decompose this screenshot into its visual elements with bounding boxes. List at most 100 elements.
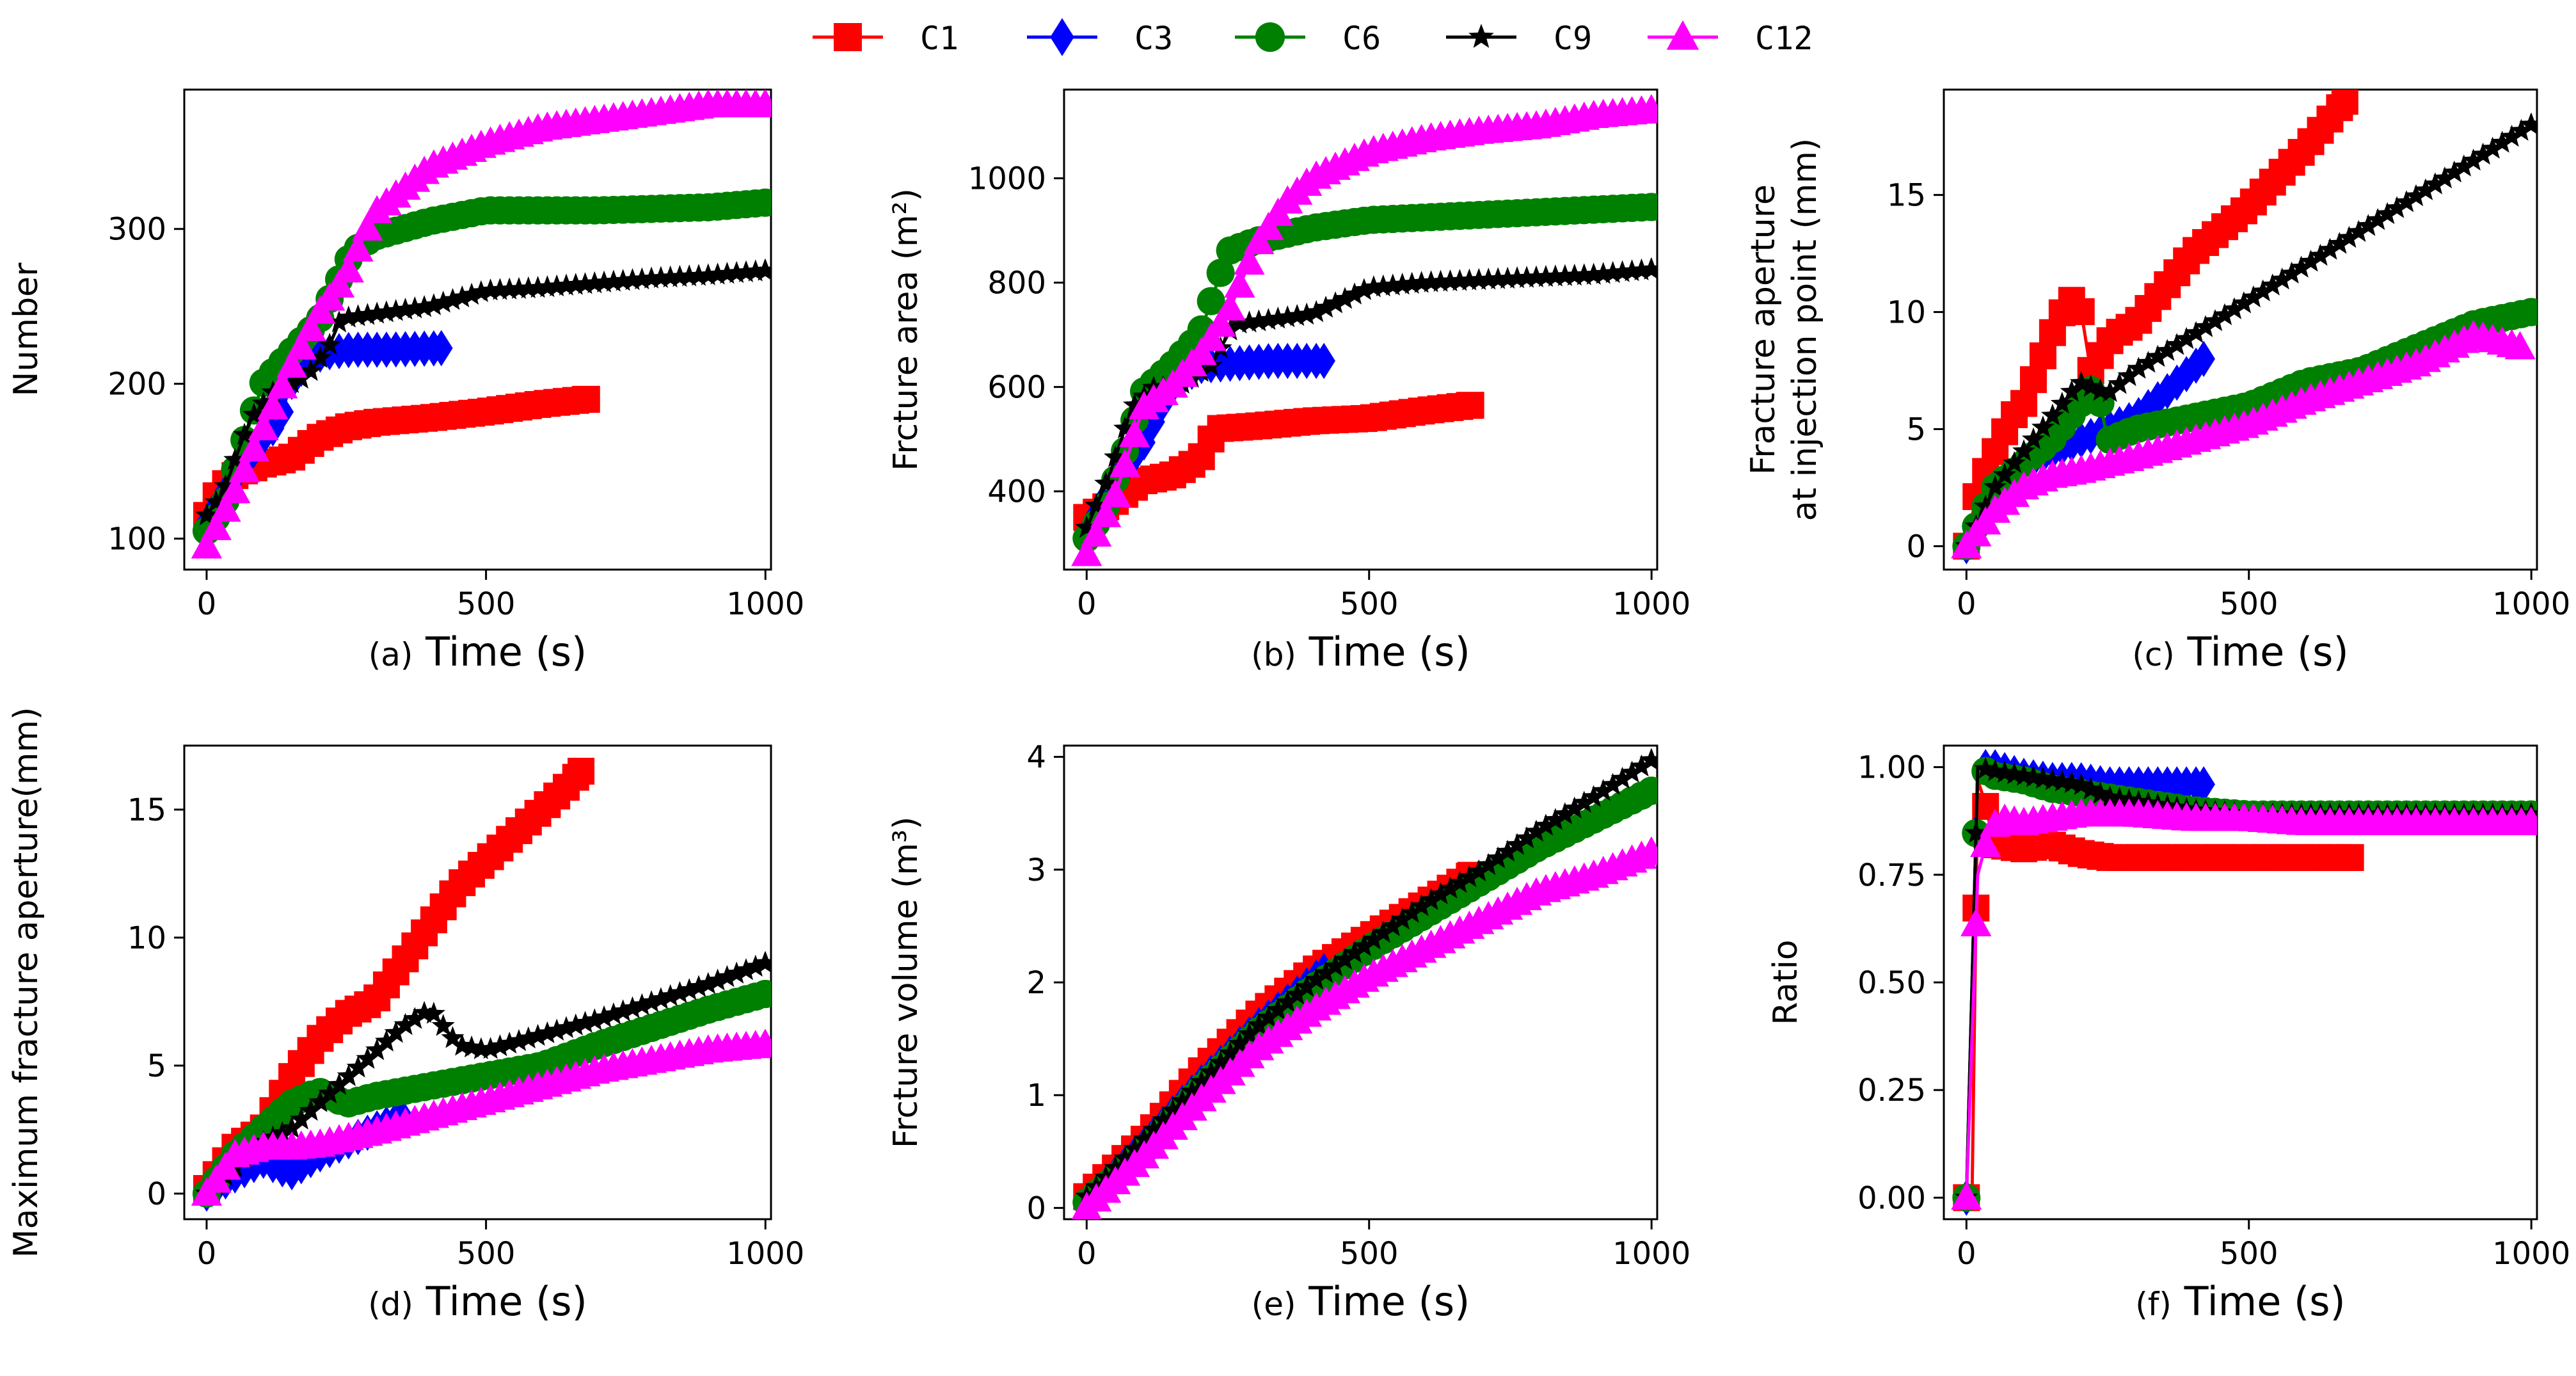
series-c9	[1955, 112, 2537, 556]
data-point	[1438, 269, 1462, 292]
data-point	[1458, 865, 1481, 888]
y-tick-label: 0.25	[1857, 1073, 1926, 1108]
data-point	[583, 1008, 607, 1030]
y-tick-label: 1	[1026, 1078, 1046, 1114]
data-point	[1640, 257, 1657, 280]
data-point	[2184, 321, 2208, 343]
data-point	[251, 391, 275, 414]
data-point	[1467, 859, 1491, 882]
data-point	[1630, 258, 1653, 281]
data-point	[1228, 311, 1252, 334]
x-tick-label: 1000	[1612, 1236, 1690, 1272]
data-point	[195, 503, 218, 525]
data-point	[1970, 828, 2001, 858]
y-tick-label: 5	[147, 1048, 166, 1084]
data-point	[1342, 941, 1366, 963]
data-point	[1496, 840, 1520, 862]
data-point	[1591, 262, 1615, 284]
data-point	[1534, 265, 1558, 287]
data-point	[564, 273, 587, 295]
x-axis-caption: (d) Time (s)	[368, 1278, 587, 1325]
data-point	[1419, 270, 1443, 292]
data-point	[1189, 1069, 1213, 1092]
data-point	[1506, 266, 1529, 289]
data-point	[2423, 172, 2447, 195]
x-axis-label: Time (s)	[2184, 1278, 2346, 1325]
y-tick-label: 200	[107, 367, 166, 403]
data-point	[564, 1013, 587, 1036]
plot-frame	[1063, 88, 1658, 571]
data-point	[2241, 285, 2265, 308]
data-point	[488, 1034, 512, 1057]
data-point	[441, 288, 465, 310]
data-point	[479, 1037, 502, 1059]
data-point	[431, 1014, 455, 1036]
data-point	[2088, 781, 2112, 804]
data-point	[394, 1012, 417, 1036]
data-point	[1636, 94, 1657, 123]
data-point	[2337, 844, 2364, 871]
legend-label: C6	[1342, 20, 1381, 57]
y-axis-label: Fracture aperture	[1744, 184, 1783, 475]
x-axis-label: Time (s)	[1308, 1278, 1470, 1325]
data-point	[403, 296, 427, 319]
data-point	[469, 280, 493, 302]
data-point	[2012, 439, 2036, 461]
data-point	[2204, 309, 2227, 332]
data-point	[649, 266, 672, 288]
data-point	[295, 312, 326, 341]
y-tick-label: 10	[127, 920, 166, 956]
data-point	[573, 1011, 597, 1033]
data-point	[285, 331, 317, 360]
x-axis-caption: (a) Time (s)	[369, 628, 587, 675]
data-point	[1457, 392, 1484, 419]
data-point	[308, 346, 332, 368]
data-point	[2010, 390, 2038, 417]
data-point	[242, 403, 266, 425]
data-point	[1071, 538, 1102, 566]
y-tick-label: 800	[987, 266, 1046, 301]
caption-prefix: (a)	[369, 636, 413, 673]
data-point	[2031, 415, 2055, 438]
legend-entry-c3: C3	[1027, 18, 1173, 57]
data-point	[1960, 908, 1992, 937]
data-point	[1572, 790, 1596, 813]
series-line	[1085, 851, 1653, 1210]
series-c9	[195, 951, 771, 1204]
data-point	[498, 1031, 521, 1054]
panel-f: 0 500 1000 0.00 0.25 0.50 0.75 1.00 (f) Time (s)…	[1767, 744, 2570, 1325]
data-point	[696, 972, 720, 994]
data-point	[1640, 748, 1657, 771]
data-point	[725, 961, 749, 984]
data-point	[2520, 112, 2537, 135]
data-point	[1295, 302, 1319, 325]
data-point	[734, 958, 758, 980]
data-point	[1199, 1060, 1223, 1083]
panel-b: 0 500 1000 400 600 800 1000 (b) Time (s) Frcture…	[887, 88, 1690, 675]
data-point	[337, 1064, 360, 1087]
data-point	[1209, 1050, 1232, 1073]
data-point	[2069, 422, 2093, 458]
data-point	[554, 1016, 578, 1038]
data-point	[2385, 196, 2409, 218]
data-point	[696, 263, 720, 285]
legend-entry-c9: C9	[1446, 20, 1592, 57]
data-point	[2442, 160, 2466, 182]
y-axis-label: Maximum fracture aperture(mm)	[7, 707, 45, 1258]
data-point	[429, 330, 453, 367]
panel-d: 0 500 1000 0 5 10 15 (d) Time (s) Maximum fractu…	[7, 707, 804, 1325]
data-point	[2069, 371, 2093, 393]
data-point	[1562, 796, 1586, 819]
data-point	[1984, 475, 2007, 497]
data-point	[1553, 802, 1577, 824]
y-tick-label: 10	[1887, 295, 1926, 331]
panel-e: 0 500 1000 0 1 2 3 4 (e) Time (s) Frcture volume …	[887, 740, 1690, 1325]
data-point	[1601, 772, 1625, 795]
legend-entry-c1: C1	[813, 20, 958, 57]
data-point	[1400, 271, 1424, 294]
series-line	[1964, 813, 2532, 1198]
data-point	[1496, 266, 1520, 289]
data-point	[1448, 870, 1472, 893]
data-point	[2060, 380, 2083, 402]
